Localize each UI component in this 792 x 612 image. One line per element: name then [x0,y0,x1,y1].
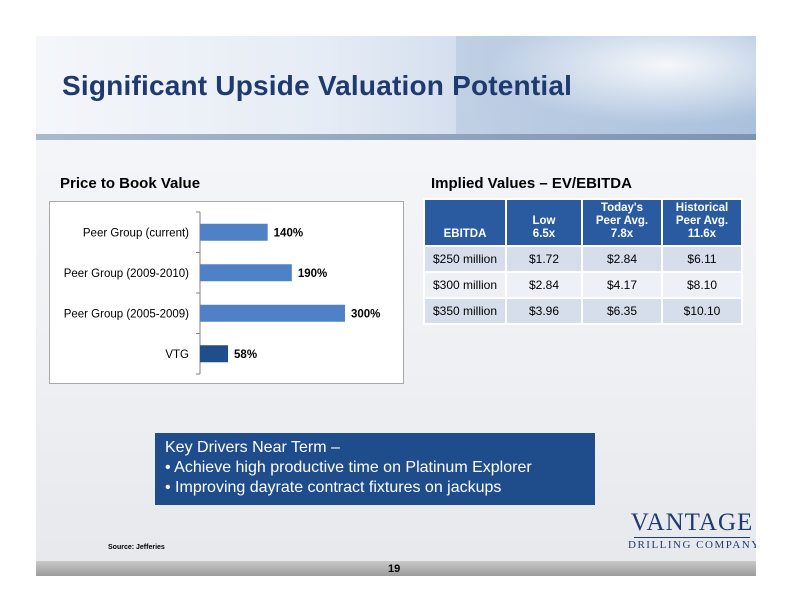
table-cell: $300 million [423,271,507,299]
category-label: Peer Group (current) [83,227,189,239]
vantage-logo: VANTAGE DRILLING COMPANY [628,509,756,552]
header-line: Historical [675,202,729,214]
header-line: 11.6x [687,228,717,240]
table-header-low: Low 6.5x [505,198,583,247]
category-label: VTG [165,349,189,361]
slide: Significant Upside Valuation Potential P… [36,36,756,576]
logo-wordmark: VANTAGE [630,509,754,536]
bar [200,304,345,322]
data-label: 58% [234,349,257,361]
logo-divider [634,537,750,538]
data-label: 140% [274,227,303,239]
category-label: Peer Group (2005-2009) [64,308,189,320]
header-line: Low [532,215,556,227]
logo-subtitle: DRILLING COMPANY [628,539,756,551]
table-header-historical-peer: Historical Peer Avg. 11.6x [661,198,743,247]
table-cell: $6.35 [581,297,663,325]
table-header-row: EBITDA Low 6.5x Today's Peer Avg. 7.8x H… [423,198,743,247]
category-label: Peer Group (2009-2010) [64,268,189,280]
table-row: $300 million $2.84 $4.17 $8.10 [423,271,743,299]
bar [200,345,229,363]
header-globe-graphic [456,36,756,134]
bar [200,223,268,241]
table-header-ebitda: EBITDA [423,198,507,247]
data-label: 300% [351,308,380,320]
header-line: EBITDA [443,228,487,240]
table-cell: $2.84 [505,271,583,299]
page-number: 19 [388,563,401,575]
table-cell: $10.10 [661,297,743,325]
table-cell: $3.96 [505,297,583,325]
table-cell: $4.17 [581,271,663,299]
header-line: Peer Avg. [595,215,649,227]
bar [200,264,292,282]
footer-bar: 19 [36,561,756,576]
ev-ebitda-table: EBITDA Low 6.5x Today's Peer Avg. 7.8x H… [423,198,743,325]
callout-bullet: • Achieve high productive time on Platin… [165,459,532,476]
table-header-today-peer: Today's Peer Avg. 7.8x [581,198,663,247]
table-cell: $2.84 [581,245,663,273]
header-divider [36,134,756,140]
table-cell: $250 million [423,245,507,273]
slide-title: Significant Upside Valuation Potential [62,70,573,101]
header-line: Today's [600,202,644,214]
pb-chart: Peer Group (current) 140% Peer Group (2009… [49,201,404,384]
ev-table-title: Implied Values – EV/EBITDA [431,175,632,192]
table-cell: $6.11 [661,245,743,273]
table-cell: $8.10 [661,271,743,299]
header-line: 6.5x [532,228,556,240]
header-banner: Significant Upside Valuation Potential [36,36,756,134]
key-drivers-callout: Key Drivers Near Term – • Achieve high p… [155,433,595,505]
pb-chart-title: Price to Book Value [60,175,201,192]
callout-heading: Key Drivers Near Term – [165,439,340,456]
header-line: Peer Avg. [675,215,729,227]
pb-chart-svg: Peer Group (current) 140% Peer Group (2009… [64,211,380,375]
table-row: $350 million $3.96 $6.35 $10.10 [423,297,743,325]
table-row: $250 million $1.72 $2.84 $6.11 [423,245,743,273]
data-label: 190% [298,268,327,280]
header-line: 7.8x [610,228,634,240]
table-cell: $350 million [423,297,507,325]
source-note: Source: Jefferies [108,544,165,551]
table-cell: $1.72 [505,245,583,273]
callout-bullet: • Improving dayrate contract fixtures on… [165,479,502,496]
